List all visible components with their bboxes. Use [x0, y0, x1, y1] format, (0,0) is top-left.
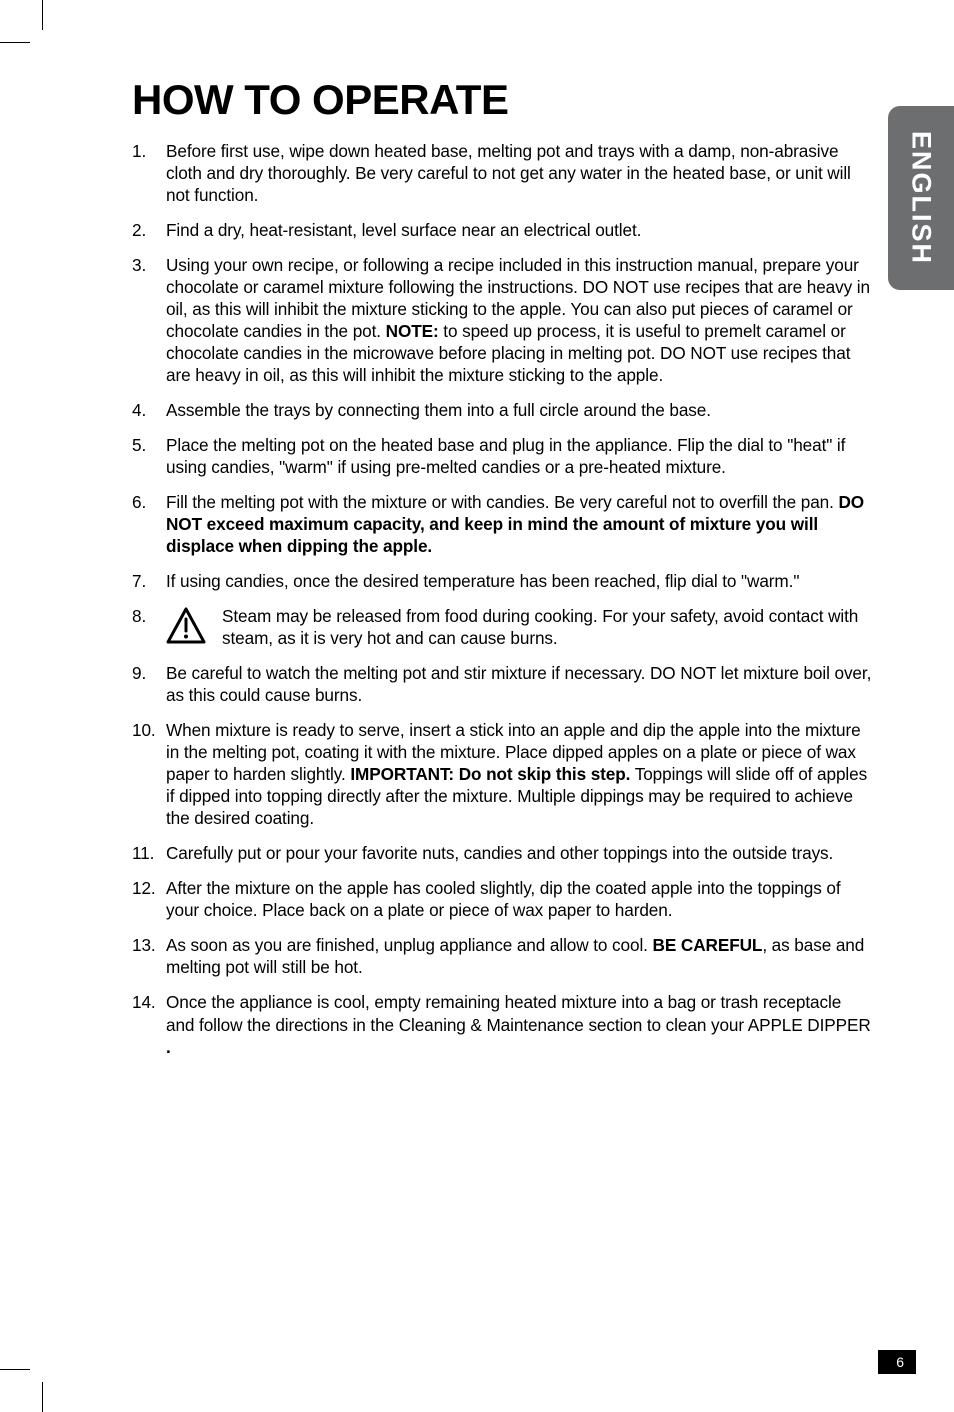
crop-mark: [0, 42, 30, 43]
step-number: 3.: [132, 254, 166, 386]
crop-mark: [0, 1369, 30, 1370]
step-item: 3.Using your own recipe, or following a …: [132, 254, 872, 386]
step-item: 12.After the mixture on the apple has co…: [132, 877, 872, 921]
crop-mark: [42, 1382, 43, 1412]
step-text: Steam may be released from food during c…: [222, 605, 872, 649]
step-body: Place the melting pot on the heated base…: [166, 434, 872, 478]
page-title: HOW TO OPERATE: [132, 76, 872, 124]
step-number: 12.: [132, 877, 166, 921]
step-number: 7.: [132, 570, 166, 592]
step-text: Once the appliance is cool, empty remain…: [166, 991, 872, 1057]
step-number: 13.: [132, 934, 166, 978]
step-item: 1.Before first use, wipe down heated bas…: [132, 140, 872, 206]
step-item: 11.Carefully put or pour your favorite n…: [132, 842, 872, 864]
step-body: Find a dry, heat-resistant, level surfac…: [166, 219, 872, 241]
step-text: As soon as you are finished, unplug appl…: [166, 934, 872, 978]
step-item: 9.Be careful to watch the melting pot an…: [132, 662, 872, 706]
step-body: Before first use, wipe down heated base,…: [166, 140, 872, 206]
warning-icon: [166, 606, 206, 646]
step-body: Carefully put or pour your favorite nuts…: [166, 842, 872, 864]
step-body: Fill the melting pot with the mixture or…: [166, 491, 872, 557]
warning-icon-wrap: [166, 605, 222, 649]
step-item: 6.Fill the melting pot with the mixture …: [132, 491, 872, 557]
step-number: 9.: [132, 662, 166, 706]
step-text: Using your own recipe, or following a re…: [166, 254, 872, 386]
step-text: Fill the melting pot with the mixture or…: [166, 491, 872, 557]
step-body: After the mixture on the apple has coole…: [166, 877, 872, 921]
step-body: Using your own recipe, or following a re…: [166, 254, 872, 386]
step-text: Place the melting pot on the heated base…: [166, 434, 872, 478]
page: ENGLISH HOW TO OPERATE 1.Before first us…: [0, 0, 954, 1412]
language-tab: ENGLISH: [888, 106, 954, 290]
step-number: 4.: [132, 399, 166, 421]
content-area: HOW TO OPERATE 1.Before first use, wipe …: [132, 76, 872, 1071]
step-text: After the mixture on the apple has coole…: [166, 877, 872, 921]
step-number: 14.: [132, 991, 166, 1057]
step-text: When mixture is ready to serve, insert a…: [166, 719, 872, 829]
step-body: Assemble the trays by connecting them in…: [166, 399, 872, 421]
step-text: Carefully put or pour your favorite nuts…: [166, 842, 872, 864]
step-text: Find a dry, heat-resistant, level surfac…: [166, 219, 872, 241]
crop-mark: [42, 0, 43, 30]
step-item: 14.Once the appliance is cool, empty rem…: [132, 991, 872, 1057]
step-text: Assemble the trays by connecting them in…: [166, 399, 872, 421]
step-text: Before first use, wipe down heated base,…: [166, 140, 872, 206]
step-number: 8.: [132, 605, 166, 649]
step-text: Be careful to watch the melting pot and …: [166, 662, 872, 706]
step-body: Be careful to watch the melting pot and …: [166, 662, 872, 706]
step-item: 8. Steam may be released from food durin…: [132, 605, 872, 649]
step-body: When mixture is ready to serve, insert a…: [166, 719, 872, 829]
step-body: Once the appliance is cool, empty remain…: [166, 991, 872, 1057]
step-item: 2.Find a dry, heat-resistant, level surf…: [132, 219, 872, 241]
step-text: If using candies, once the desired tempe…: [166, 570, 872, 592]
step-number: 5.: [132, 434, 166, 478]
step-item: 10.When mixture is ready to serve, inser…: [132, 719, 872, 829]
page-number: 6: [878, 1350, 916, 1374]
step-number: 10.: [132, 719, 166, 829]
step-item: 7.If using candies, once the desired tem…: [132, 570, 872, 592]
step-number: 1.: [132, 140, 166, 206]
steps-list: 1.Before first use, wipe down heated bas…: [132, 140, 872, 1058]
step-item: 5.Place the melting pot on the heated ba…: [132, 434, 872, 478]
step-body: If using candies, once the desired tempe…: [166, 570, 872, 592]
step-number: 11.: [132, 842, 166, 864]
language-tab-label: ENGLISH: [906, 131, 937, 265]
step-item: 13.As soon as you are finished, unplug a…: [132, 934, 872, 978]
step-item: 4.Assemble the trays by connecting them …: [132, 399, 872, 421]
step-number: 2.: [132, 219, 166, 241]
step-number: 6.: [132, 491, 166, 557]
step-body: As soon as you are finished, unplug appl…: [166, 934, 872, 978]
step-body: Steam may be released from food during c…: [166, 605, 872, 649]
